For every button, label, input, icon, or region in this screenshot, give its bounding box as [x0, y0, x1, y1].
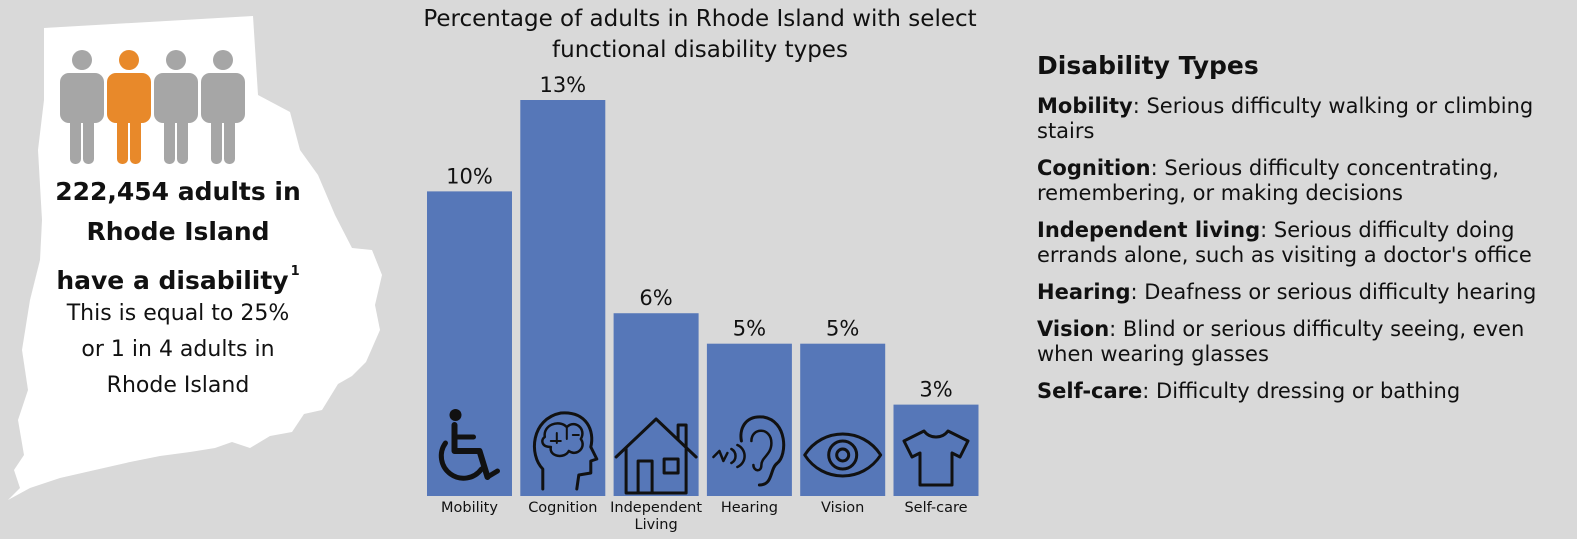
value-label: 6% [639, 286, 672, 310]
disability-type-description: : Serious difficulty walking or climbing… [1037, 94, 1534, 143]
subtext-line-3: Rhode Island [106, 373, 250, 398]
bar [800, 343, 886, 496]
disability-type-description: : Difficulty dressing or bathing [1142, 379, 1461, 403]
person-icon [201, 50, 245, 164]
eye-icon [803, 432, 883, 478]
person-icon [154, 50, 198, 164]
shirt-icon [902, 429, 970, 487]
category-label: Independent [610, 500, 702, 516]
disability-type-term: Hearing [1037, 280, 1131, 304]
headline-line-3: have a disability 1 [28, 252, 328, 301]
subtext-line-1: This is equal to 25% [66, 301, 290, 326]
disability-type-term: Cognition [1037, 156, 1151, 180]
chart-title: Percentage of adults in Rhode Island wit… [410, 4, 990, 66]
person-icon [107, 50, 151, 164]
value-label: 13% [539, 73, 586, 97]
headline-line-1: 222,454 adults in [55, 177, 301, 206]
bar [893, 404, 979, 496]
people-icon-row [60, 50, 245, 164]
disability-type-description: : Blind or serious difficulty seeing, ev… [1037, 317, 1525, 366]
chart-title-line-2: functional disability types [552, 37, 848, 63]
person-icon [60, 50, 104, 164]
disability-types-list: Mobility: Serious difficulty walking or … [1037, 94, 1567, 404]
headline-line-2: Rhode Island [86, 217, 270, 246]
category-label: Vision [821, 500, 864, 516]
category-label: Self-care [904, 500, 967, 516]
disability-type-item: Cognition: Serious difficulty concentrat… [1037, 156, 1567, 206]
bar [427, 191, 512, 496]
ear-icon [712, 415, 786, 487]
category-label: Cognition [528, 500, 597, 516]
wheelchair-icon [438, 409, 500, 481]
disability-type-item: Vision: Blind or serious difficulty seei… [1037, 317, 1567, 367]
category-label: Mobility [441, 500, 498, 516]
chart-title-line-1: Percentage of adults in Rhode Island wit… [423, 6, 977, 32]
disability-type-description: : Deafness or serious difficulty hearing [1130, 280, 1537, 304]
rhode-island-panel: 222,454 adults in Rhode Island have a di… [0, 0, 400, 539]
disability-types-heading: Disability Types [1037, 51, 1259, 80]
value-label: 5% [733, 317, 766, 341]
disability-type-term: Vision [1037, 317, 1110, 341]
value-label: 5% [826, 317, 859, 341]
disability-type-item: Self-care: Difficulty dressing or bathin… [1037, 379, 1567, 404]
disability-type-term: Independent living [1037, 218, 1261, 242]
disability-type-item: Hearing: Deafness or serious difficulty … [1037, 280, 1567, 305]
disability-type-term: Self-care [1037, 379, 1143, 403]
disability-type-term: Mobility [1037, 94, 1133, 118]
disability-type-description: : Serious difficulty concentrating, reme… [1037, 156, 1499, 205]
footnote-marker: 1 [290, 264, 300, 279]
disability-types-panel: Disability Types Mobility: Serious diffi… [1037, 50, 1567, 416]
bar [613, 313, 699, 496]
value-label: 3% [919, 378, 952, 402]
house-icon [614, 417, 698, 495]
value-label: 10% [446, 164, 493, 188]
category-label: Hearing [721, 500, 778, 516]
disability-type-description: : Serious difficulty doing errands alone… [1037, 218, 1532, 267]
brain-head-icon [532, 411, 599, 491]
disability-type-item: Independent living: Serious difficulty d… [1037, 218, 1567, 268]
subtext-line-2: or 1 in 4 adults in [81, 337, 275, 362]
disability-type-item: Mobility: Serious difficulty walking or … [1037, 94, 1567, 144]
headline-line-3-text: have a disability [56, 266, 289, 295]
category-label: Living [635, 517, 678, 533]
rhode-island-map-icon [8, 16, 382, 500]
